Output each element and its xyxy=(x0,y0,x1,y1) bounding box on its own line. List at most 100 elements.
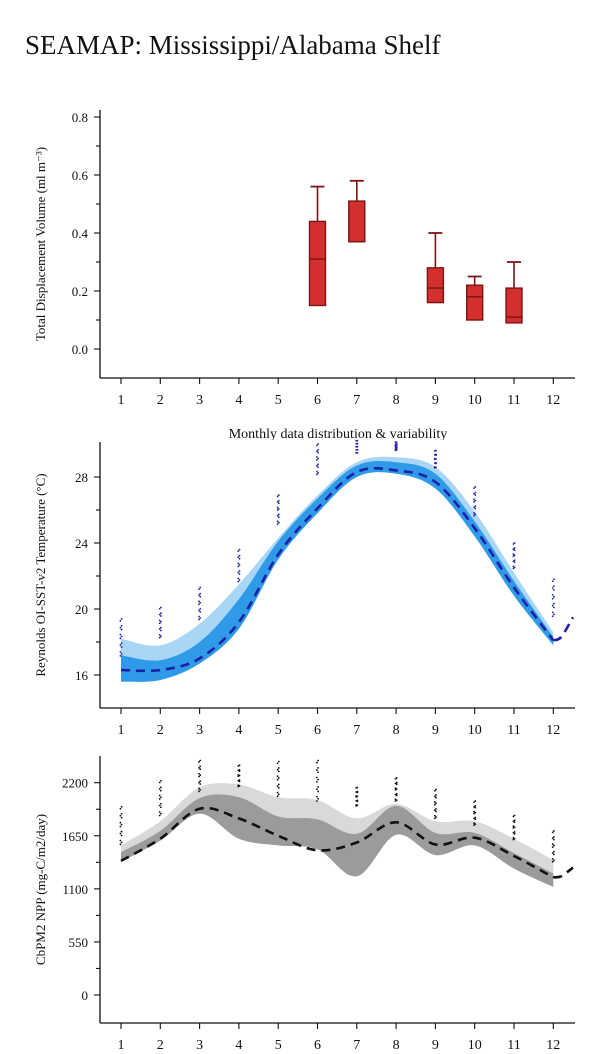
sst-obs-dot xyxy=(473,487,475,490)
npp-obs-dot xyxy=(317,790,319,793)
sst-obs-dot xyxy=(119,637,122,640)
npp-obs-dot xyxy=(119,814,122,817)
sst-y-tick-label: 24 xyxy=(75,536,89,551)
npp-obs-dot xyxy=(316,780,318,783)
sst-obs-dot xyxy=(473,492,475,495)
npp-obs-dot xyxy=(277,787,280,789)
sst-obs-dot xyxy=(120,642,123,645)
npp-obs-dot xyxy=(158,798,161,800)
npp-y-tick-label: 550 xyxy=(69,935,89,950)
npp-obs-dot xyxy=(160,802,162,805)
sst-x-tick-label: 4 xyxy=(235,723,242,738)
sst-obs-dot xyxy=(316,450,318,453)
tdv-x-tick-label: 2 xyxy=(157,393,164,408)
sst-obs-dot xyxy=(199,611,202,613)
npp-obs-dot xyxy=(198,787,200,790)
sst-obs-dot xyxy=(199,592,202,595)
sst-x-tick-label: 12 xyxy=(546,723,560,738)
npp-obs-dot xyxy=(199,759,202,762)
tdv-y-tick-label: 0.4 xyxy=(72,226,89,241)
sst-obs-dot xyxy=(473,498,475,501)
npp-obs-dot xyxy=(276,778,279,781)
sst-obs-dot xyxy=(277,499,280,502)
npp-obs-dot xyxy=(158,781,161,784)
sst-obs-dot xyxy=(553,589,555,591)
npp-obs-dot xyxy=(551,843,554,846)
npp-obs-dot xyxy=(394,798,397,801)
sst-obs-dot xyxy=(160,606,162,609)
npp-obs-dot xyxy=(198,781,200,784)
sst-obs-dot xyxy=(512,555,515,558)
sst-obs-dot xyxy=(277,502,280,505)
npp-obs-dot xyxy=(317,778,319,781)
npp-obs-dot xyxy=(435,788,437,791)
sst-x-tick-label: 9 xyxy=(432,723,439,738)
npp-obs-dot xyxy=(512,825,515,828)
sst-obs-dot xyxy=(199,601,202,604)
sst-y-tick-label: 20 xyxy=(75,602,88,617)
npp-obs-dot xyxy=(199,765,202,768)
npp-mean-line xyxy=(120,806,554,879)
tdv-y-tick-label: 0.0 xyxy=(72,342,88,357)
tdv-x-tick-label: 1 xyxy=(118,393,125,408)
sst-obs-dot xyxy=(513,559,516,562)
sst-obs-dot xyxy=(551,580,554,583)
npp-obs-dot xyxy=(513,819,516,822)
sst-obs-dot xyxy=(316,456,318,458)
sst-obs-dot xyxy=(158,628,161,630)
npp-obs-dot xyxy=(317,786,319,788)
sst-obs-dot xyxy=(238,557,241,560)
npp-obs-dot xyxy=(474,804,477,807)
sst-x-tick-label: 7 xyxy=(353,723,360,738)
sst-x-tick-label: 1 xyxy=(118,723,125,738)
box-month-9 xyxy=(426,267,445,304)
sst-obs-dot xyxy=(198,618,200,621)
sst-obs-dot xyxy=(277,516,280,518)
sst-obs-dot xyxy=(317,457,319,460)
sst-obs-dot xyxy=(395,447,398,450)
npp-obs-dot xyxy=(435,794,437,796)
sst-y-tick-label: 28 xyxy=(75,470,88,485)
sst-obs-dot xyxy=(238,554,241,557)
sst-obs-dot xyxy=(199,607,202,610)
tdv-x-tick-label: 5 xyxy=(275,393,282,408)
tdv-x-tick-label: 4 xyxy=(235,393,242,408)
npp-obs-dot xyxy=(551,846,554,848)
sst-obs-dot xyxy=(277,513,280,516)
box-month-10 xyxy=(466,284,484,321)
npp-inner-band xyxy=(121,794,554,887)
tdv-y-tick-label: 0.6 xyxy=(72,168,89,183)
sst-obs-dot xyxy=(120,628,123,631)
sst-obs-dot xyxy=(513,554,516,557)
sst-obs-dot xyxy=(356,442,359,445)
npp-obs-dot xyxy=(553,838,555,841)
npp-obs-dot xyxy=(317,759,319,762)
sst-obs-dot xyxy=(160,629,162,632)
npp-obs-dot xyxy=(238,779,241,781)
sst-obs-dot xyxy=(513,561,516,564)
sst-y-axis-label: Reynolds OI-SST-v2 Temperature (°C) xyxy=(33,473,48,676)
tdv-y-tick-label: 0.8 xyxy=(72,110,88,125)
sst-obs-dot xyxy=(316,473,318,476)
sst-obs-dot xyxy=(551,593,554,596)
sst-obs-dot xyxy=(119,654,122,657)
npp-obs-dot xyxy=(395,792,398,795)
box-month-7 xyxy=(348,200,366,243)
npp-obs-dot xyxy=(277,767,280,769)
npp-obs-dot xyxy=(119,825,122,828)
sst-obs-dot xyxy=(473,514,475,517)
npp-obs-dot xyxy=(160,812,162,815)
npp-x-tick-label: 6 xyxy=(314,1038,321,1053)
sst-mean-line xyxy=(120,466,555,673)
sst-obs-dot xyxy=(238,548,241,551)
sst-obs-dot xyxy=(474,507,477,510)
sst-obs-dot xyxy=(158,633,161,636)
sst-obs-dot xyxy=(199,586,202,589)
sst-obs-dot xyxy=(276,514,279,517)
npp-obs-dot xyxy=(316,788,318,791)
npp-obs-dot xyxy=(119,843,122,846)
tdv-x-tick-label: 6 xyxy=(314,393,321,408)
npp-obs-dot xyxy=(433,801,436,803)
